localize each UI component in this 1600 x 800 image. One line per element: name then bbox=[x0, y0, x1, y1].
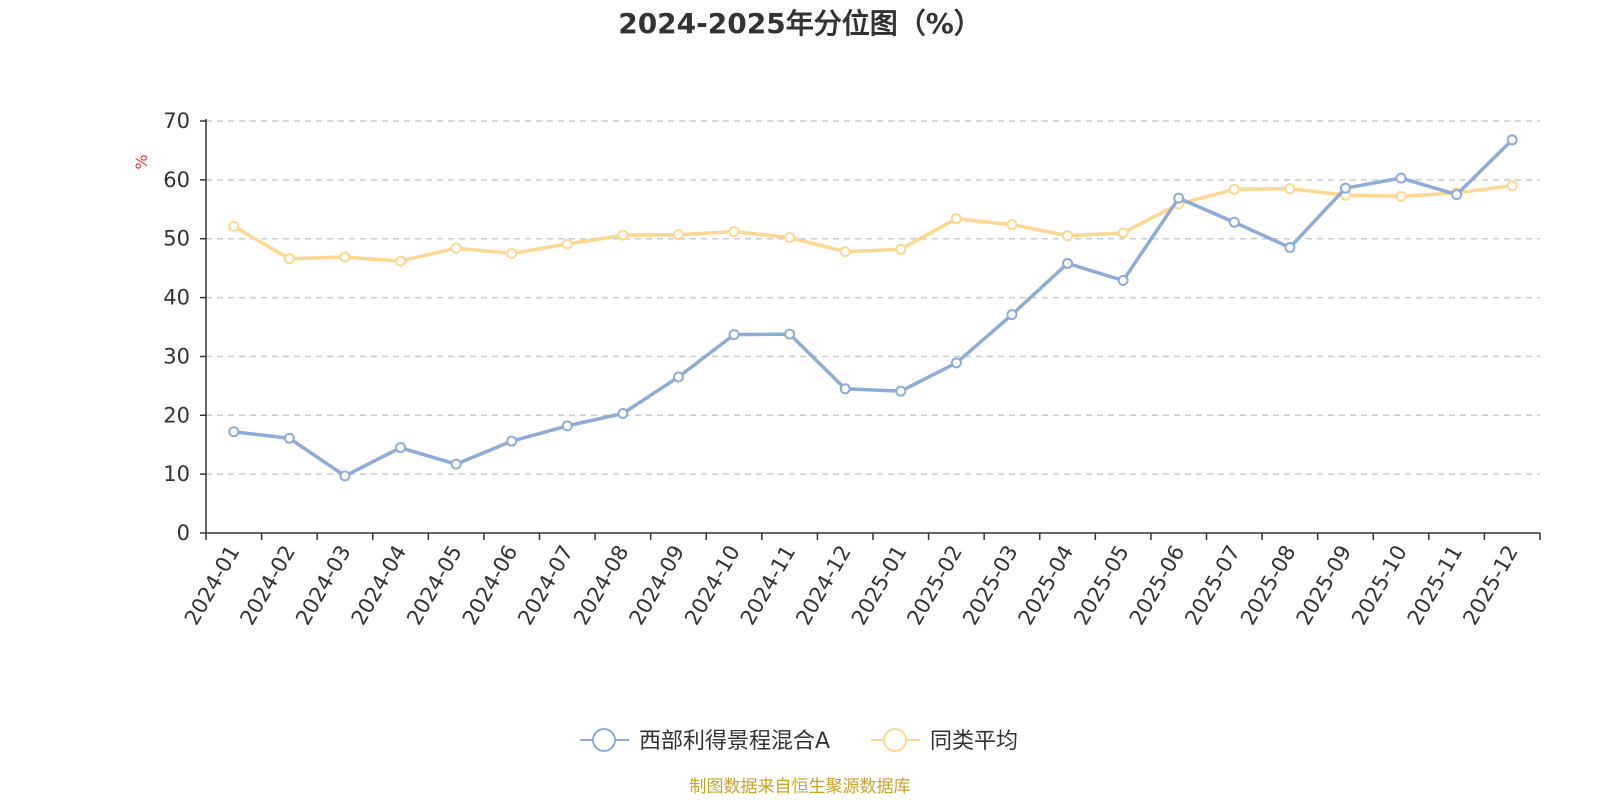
x-tick-label: 2024-05 bbox=[402, 541, 467, 629]
data-point[interactable] bbox=[895, 385, 907, 397]
series-layer bbox=[228, 134, 1518, 482]
y-tick-label: 40 bbox=[163, 286, 190, 310]
data-point[interactable] bbox=[395, 255, 407, 267]
data-point[interactable] bbox=[1117, 227, 1129, 239]
data-point[interactable] bbox=[228, 426, 240, 438]
data-point[interactable] bbox=[784, 328, 796, 340]
data-point[interactable] bbox=[839, 246, 851, 258]
y-tick-label: 60 bbox=[163, 168, 190, 192]
series-1 bbox=[228, 180, 1518, 267]
data-point[interactable] bbox=[672, 229, 684, 241]
data-point[interactable] bbox=[561, 238, 573, 250]
data-point[interactable] bbox=[1284, 242, 1296, 254]
x-tick-label: 2024-06 bbox=[458, 541, 523, 629]
x-tick-label: 2025-10 bbox=[1347, 541, 1412, 629]
x-tick-label: 2024-08 bbox=[569, 541, 634, 629]
data-point[interactable] bbox=[617, 229, 629, 241]
data-point[interactable] bbox=[950, 213, 962, 225]
y-tick-label: 0 bbox=[177, 521, 190, 545]
data-source-note: 制图数据来自恒生聚源数据库 bbox=[690, 777, 911, 797]
data-point[interactable] bbox=[784, 232, 796, 244]
data-point[interactable] bbox=[1506, 180, 1518, 192]
y-tick-labels: 0 10 20 30 40 50 60 70 bbox=[163, 109, 190, 545]
data-point[interactable] bbox=[1451, 189, 1463, 201]
y-axis-unit: % bbox=[132, 154, 151, 169]
grid-lines bbox=[200, 120, 1540, 534]
x-tick-label: 2025-09 bbox=[1291, 541, 1356, 629]
data-point[interactable] bbox=[450, 458, 462, 470]
x-tick-label: 2024-12 bbox=[791, 541, 856, 629]
series-line bbox=[232, 184, 1513, 263]
data-point[interactable] bbox=[506, 247, 518, 259]
data-point[interactable] bbox=[1339, 182, 1351, 194]
data-point[interactable] bbox=[1117, 275, 1129, 287]
series-0 bbox=[228, 134, 1518, 482]
data-point[interactable] bbox=[1173, 192, 1185, 204]
y-tick-label: 30 bbox=[163, 344, 190, 368]
data-point[interactable] bbox=[950, 357, 962, 369]
chart-title: 2024-2025年分位图（%） bbox=[618, 7, 982, 40]
x-tick-label: 2025-04 bbox=[1014, 541, 1079, 629]
x-tick-label: 2025-02 bbox=[902, 541, 967, 629]
legend[interactable]: 西部利得景程混合A 同类平均 bbox=[580, 728, 1018, 754]
data-point[interactable] bbox=[506, 435, 518, 447]
y-tick-label: 50 bbox=[163, 227, 190, 251]
data-point[interactable] bbox=[1395, 172, 1407, 184]
y-tick-label: 10 bbox=[163, 462, 190, 486]
data-point[interactable] bbox=[839, 383, 851, 395]
x-tick-label: 2025-05 bbox=[1069, 541, 1134, 629]
legend-item-average[interactable]: 同类平均 bbox=[871, 728, 1018, 754]
legend-item-fund[interactable]: 西部利得景程混合A bbox=[580, 728, 830, 754]
x-tick-label: 2025-03 bbox=[958, 541, 1023, 629]
data-point[interactable] bbox=[1006, 219, 1018, 231]
series-line bbox=[233, 138, 1514, 478]
data-point[interactable] bbox=[395, 442, 407, 454]
x-tick-labels: 2024-012024-022024-032024-042024-052024-… bbox=[180, 541, 1523, 629]
x-tick-label: 2024-03 bbox=[291, 541, 356, 629]
x-tick-label: 2025-11 bbox=[1403, 541, 1468, 629]
data-point[interactable] bbox=[1062, 257, 1074, 269]
x-tick-label: 2024-02 bbox=[235, 541, 300, 629]
x-tick-label: 2024-10 bbox=[680, 541, 745, 629]
data-point[interactable] bbox=[1062, 230, 1074, 242]
data-point[interactable] bbox=[895, 243, 907, 255]
data-point[interactable] bbox=[1006, 309, 1018, 321]
x-tick-label: 2024-01 bbox=[180, 541, 245, 629]
x-tick-label: 2025-01 bbox=[847, 541, 912, 629]
data-point[interactable] bbox=[228, 220, 240, 232]
data-point[interactable] bbox=[1228, 183, 1240, 195]
x-tick-label: 2024-11 bbox=[736, 541, 801, 629]
data-point[interactable] bbox=[1284, 183, 1296, 195]
data-point[interactable] bbox=[728, 329, 740, 341]
data-point[interactable] bbox=[339, 251, 351, 263]
data-point[interactable] bbox=[1506, 134, 1518, 146]
x-tick-label: 2024-04 bbox=[347, 541, 412, 629]
data-point[interactable] bbox=[339, 470, 351, 482]
x-tick-label: 2024-07 bbox=[513, 541, 578, 629]
y-tick-label: 70 bbox=[163, 109, 190, 133]
axes bbox=[205, 119, 1541, 540]
x-tick-label: 2025-08 bbox=[1236, 541, 1301, 629]
data-point[interactable] bbox=[672, 371, 684, 383]
x-tick-label: 2025-12 bbox=[1458, 541, 1523, 629]
data-point[interactable] bbox=[728, 226, 740, 238]
y-tick-label: 20 bbox=[163, 403, 190, 427]
legend-label-fund: 西部利得景程混合A bbox=[639, 729, 830, 754]
data-point[interactable] bbox=[450, 242, 462, 254]
data-point[interactable] bbox=[561, 420, 573, 432]
x-tick-label: 2025-07 bbox=[1180, 541, 1245, 629]
data-point[interactable] bbox=[1228, 216, 1240, 228]
data-point[interactable] bbox=[617, 408, 629, 420]
data-point[interactable] bbox=[283, 432, 295, 444]
x-tick-label: 2024-09 bbox=[624, 541, 689, 629]
data-point[interactable] bbox=[1395, 190, 1407, 202]
x-tick-label: 2025-06 bbox=[1125, 541, 1190, 629]
legend-label-average: 同类平均 bbox=[930, 729, 1018, 754]
data-point[interactable] bbox=[283, 253, 295, 265]
